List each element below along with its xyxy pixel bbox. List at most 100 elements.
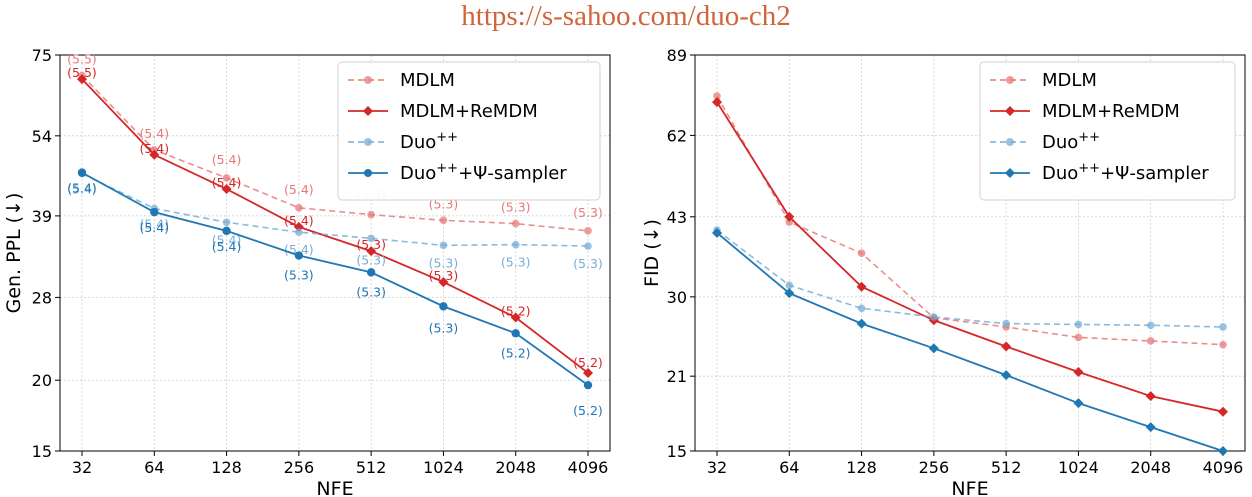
x-tick-label: 1024 — [423, 458, 464, 477]
data-point — [150, 207, 159, 217]
data-label: (5.2) — [501, 304, 531, 319]
series-line — [81, 172, 589, 247]
chart-panel-2: 32 64 128 256 512 1024 2048 4096 15 21 30 43 62 89 NFE… — [641, 46, 1246, 497]
data-point — [1001, 370, 1012, 381]
data-label: (5.3) — [429, 255, 459, 270]
data-label: (5.3) — [284, 268, 314, 283]
data-point — [784, 288, 795, 299]
y-axis-label: Gen. PPL (↓) — [3, 193, 25, 314]
x-axis-label: NFE — [951, 478, 988, 497]
series-line — [716, 101, 1224, 413]
x-tick-label: 128 — [211, 458, 242, 477]
x-tick-label: 256 — [919, 458, 950, 477]
data-point — [856, 318, 867, 329]
data-point — [295, 228, 303, 236]
data-label: (5.5) — [67, 52, 97, 67]
data-point — [857, 304, 866, 313]
data-point — [1146, 321, 1155, 330]
data-label: (5.4) — [139, 141, 169, 156]
y-tick-label: 21 — [667, 367, 687, 386]
data-point — [1001, 341, 1012, 352]
y-tick-label: 30 — [667, 288, 687, 307]
x-tick-label: 2048 — [1130, 458, 1171, 477]
data-label: (5.4) — [139, 216, 169, 231]
data-label: (5.4) — [139, 220, 169, 235]
legend-label: Duo++ — [1042, 130, 1100, 153]
data-label: (5.4) — [139, 126, 169, 141]
data-point — [857, 249, 866, 258]
data-point — [439, 241, 448, 250]
data-point — [221, 184, 232, 195]
data-label: (5.4) — [284, 182, 314, 197]
x-tick-label: 4096 — [1203, 458, 1244, 477]
series-line — [716, 232, 1224, 452]
data-point — [294, 251, 304, 260]
data-point — [785, 218, 794, 226]
y-tick-label: 54 — [32, 127, 52, 146]
data-point — [1218, 406, 1228, 417]
legend-box — [337, 61, 601, 201]
data-label: (5.3) — [356, 237, 386, 252]
legend-marker — [364, 169, 372, 177]
data-point — [584, 227, 592, 235]
x-tick-label: 1024 — [1058, 458, 1099, 477]
data-label: (5.3) — [356, 284, 386, 299]
data-point — [511, 329, 520, 338]
legend: MDLM MDLM+ReMDM Duo++ Duo+++Ψ-sampler — [337, 61, 601, 201]
x-tick-label: 2048 — [495, 458, 536, 477]
legend-label: MDLM+ReMDM — [1042, 101, 1180, 122]
data-point — [222, 226, 231, 236]
x-tick-label: 64 — [779, 458, 799, 477]
data-point — [149, 149, 160, 160]
data-point — [1073, 366, 1084, 377]
x-tick-label: 4096 — [568, 458, 609, 477]
source-url-banner: https://s-sahoo.com/duo-ch2 — [461, 0, 791, 32]
data-point — [366, 268, 376, 277]
data-point — [1145, 391, 1156, 402]
data-label: (5.3) — [501, 255, 531, 270]
y-tick-label: 89 — [667, 46, 687, 65]
data-point — [1074, 333, 1083, 342]
legend-box — [979, 61, 1236, 201]
legend-marker — [364, 138, 372, 146]
x-tick-label: 512 — [991, 458, 1022, 477]
data-label: (5.4) — [212, 152, 242, 167]
legend-marker — [1006, 76, 1014, 84]
x-tick-label: 512 — [356, 458, 387, 477]
y-axis-label: FID (↓) — [641, 219, 663, 287]
data-point — [367, 210, 375, 219]
data-point — [712, 97, 722, 108]
data-point — [584, 242, 592, 250]
data-point — [930, 313, 938, 321]
data-point — [439, 216, 448, 225]
data-point — [77, 168, 87, 177]
data-label: (5.4) — [67, 182, 97, 197]
data-label: (5.3) — [573, 205, 603, 220]
data-point — [77, 74, 87, 85]
data-label: (5.4) — [284, 213, 314, 228]
data-point — [1146, 337, 1155, 345]
data-label: (5.4) — [212, 232, 242, 247]
data-point — [1145, 422, 1156, 433]
plot-frame — [694, 54, 1246, 452]
data-point — [1073, 398, 1084, 409]
y-tick-label: 43 — [667, 208, 687, 227]
data-point — [367, 234, 375, 243]
data-point — [510, 312, 521, 323]
data-point — [1219, 323, 1227, 331]
x-tick-label: 32 — [72, 458, 92, 477]
data-label: (5.3) — [573, 256, 603, 271]
data-label: (5.3) — [356, 252, 386, 267]
data-point — [583, 367, 593, 378]
data-point — [785, 281, 794, 290]
data-point — [439, 302, 448, 311]
legend-label: MDLM — [1042, 70, 1097, 91]
y-tick-label: 15 — [32, 442, 52, 461]
data-point — [1002, 319, 1010, 328]
data-point — [222, 218, 231, 227]
y-tick-label: 15 — [667, 442, 687, 461]
y-tick-label: 62 — [667, 126, 687, 145]
x-tick-label: 128 — [846, 458, 877, 477]
data-point — [583, 380, 593, 390]
